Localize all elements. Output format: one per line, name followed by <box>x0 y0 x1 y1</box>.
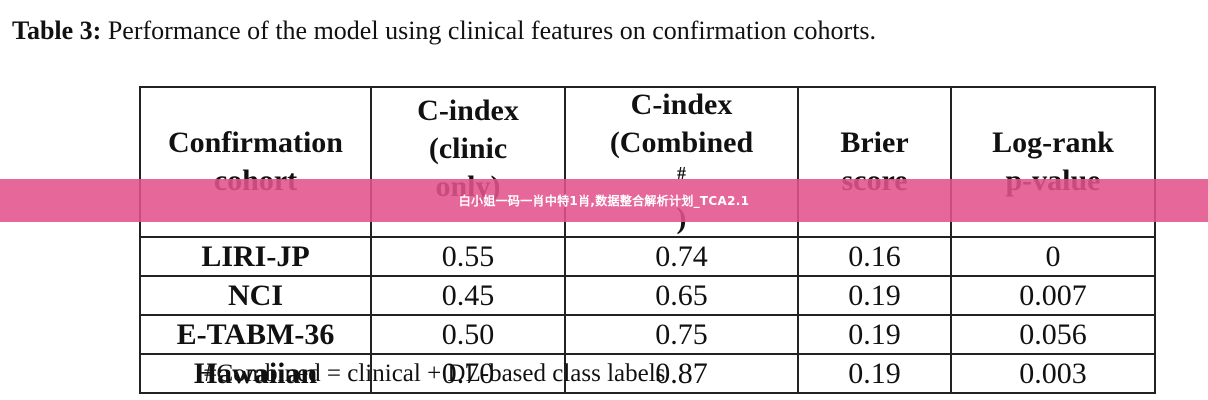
table-row: Hawaiian 0.70 0.87 0.19 0.003 <box>139 353 1156 394</box>
table-row: NCI 0.45 0.65 0.19 0.007 <box>139 275 1156 316</box>
log-rank-cell: 0.007 <box>950 275 1156 316</box>
combined-footnote-marker: # <box>676 163 686 183</box>
c-index-clinic-cell: 0.45 <box>370 275 566 316</box>
brier-score-cell: 0.19 <box>797 275 952 316</box>
c-index-clinic-cell: 0.50 <box>370 314 566 355</box>
c-index-combined-cell: 0.65 <box>564 275 799 316</box>
caption-text: Performance of the model using clinical … <box>101 16 877 45</box>
log-rank-cell: 0.056 <box>950 314 1156 355</box>
cohort-cell: NCI <box>139 275 372 316</box>
brier-score-cell: 0.19 <box>797 353 952 394</box>
performance-table: Confirmation cohort C-index (clinic only… <box>139 86 1156 394</box>
c-index-combined-cell: 0.87 <box>564 353 799 394</box>
brier-score-cell: 0.16 <box>797 236 952 277</box>
table-caption: Table 3: Performance of the model using … <box>12 14 876 48</box>
overlay-banner-text: 白小姐一码一肖中特1肖,数据整合解析计划_TCA2.1 <box>458 194 750 208</box>
cohort-cell: LIRI-JP <box>139 236 372 277</box>
c-index-clinic-cell: 0.55 <box>370 236 566 277</box>
cohort-cell: Hawaiian <box>139 353 372 394</box>
log-rank-cell: 0.003 <box>950 353 1156 394</box>
c-index-combined-cell: 0.74 <box>564 236 799 277</box>
overlay-banner: 白小姐一码一肖中特1肖,数据整合解析计划_TCA2.1 <box>0 179 1208 222</box>
table-footnote: #Combined = clinical + DL-based class la… <box>204 360 666 387</box>
caption-label: Table 3: <box>12 16 102 45</box>
log-rank-cell: 0 <box>950 236 1156 277</box>
cohort-cell: E-TABM-36 <box>139 314 372 355</box>
table-row: LIRI-JP 0.55 0.74 0.16 0 <box>139 236 1156 277</box>
brier-score-cell: 0.19 <box>797 314 952 355</box>
c-index-clinic-cell: 0.70 <box>370 353 566 394</box>
table-row: E-TABM-36 0.50 0.75 0.19 0.056 <box>139 314 1156 355</box>
c-index-combined-cell: 0.75 <box>564 314 799 355</box>
